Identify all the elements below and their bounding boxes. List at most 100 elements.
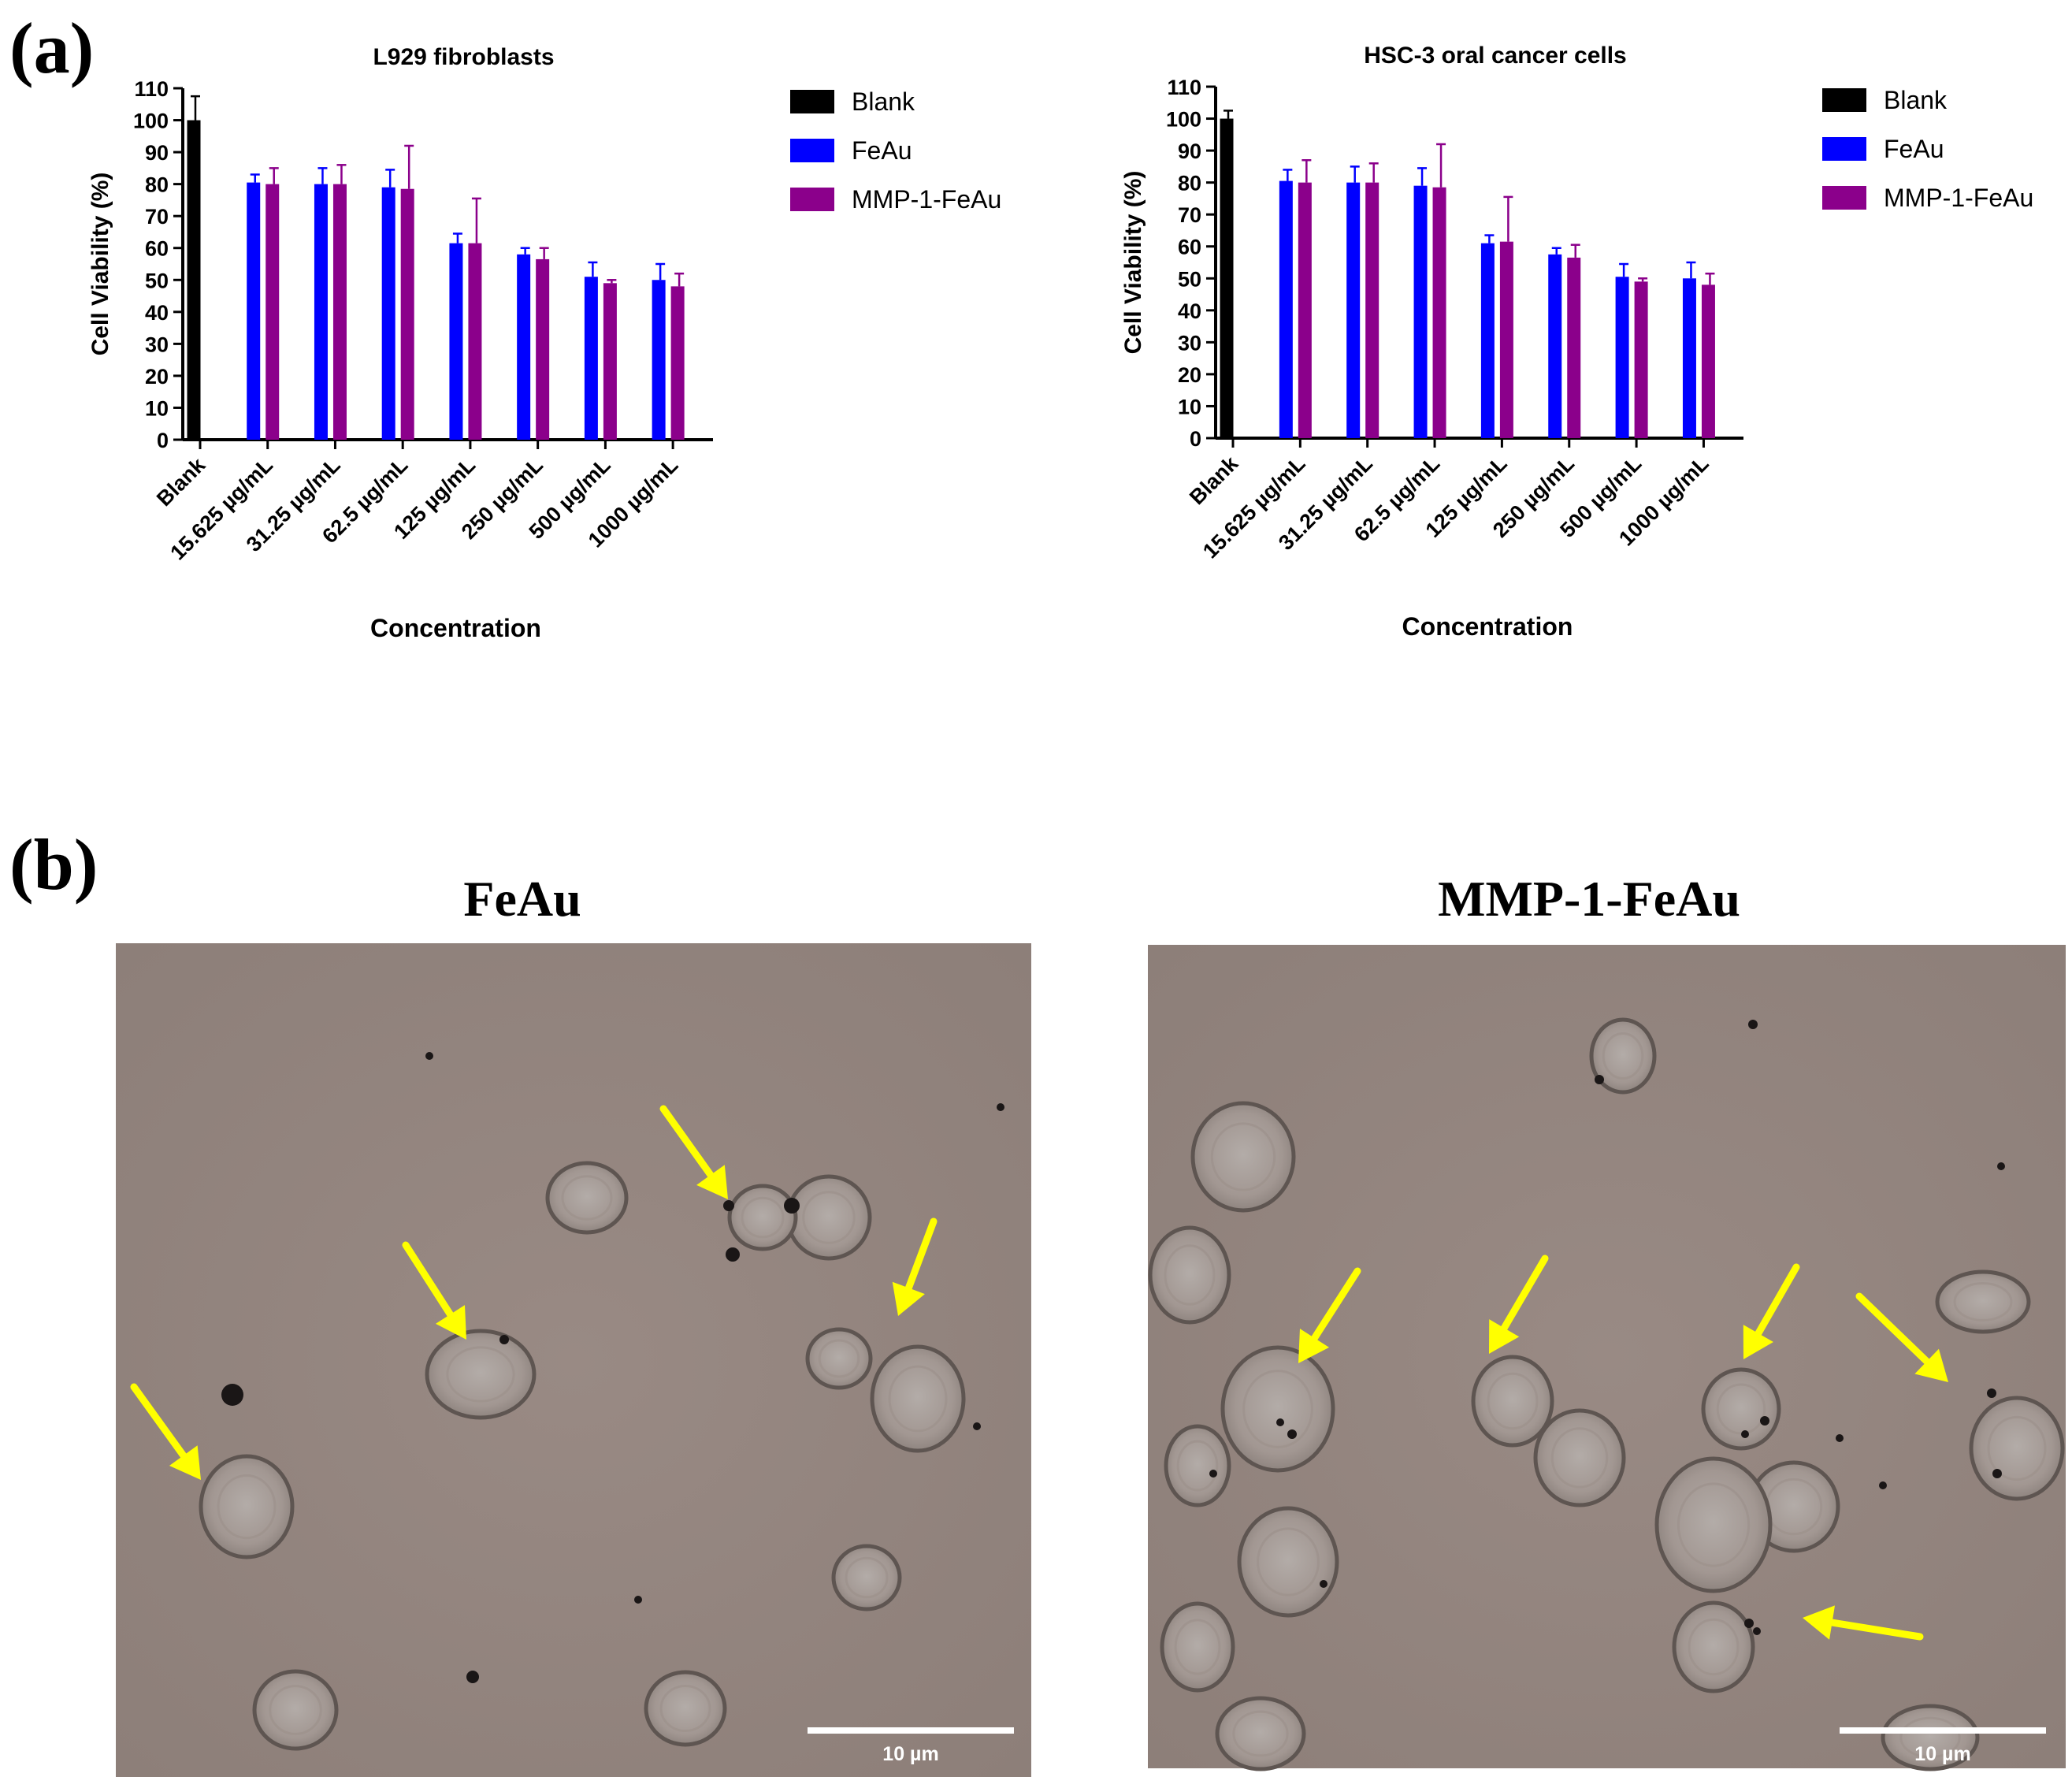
nanoparticle-cluster — [973, 1422, 981, 1430]
arrow-head — [696, 1165, 728, 1199]
y-tick-label: 40 — [145, 301, 169, 325]
legend-swatch — [1822, 186, 1866, 210]
cell-texture — [659, 1684, 711, 1733]
bar-mmp-1-feau — [670, 286, 685, 440]
cell — [1160, 1601, 1235, 1693]
arrow-shaft — [1829, 1619, 1924, 1641]
nanoparticle-cluster — [1753, 1627, 1761, 1635]
y-tick-label: 20 — [145, 365, 169, 388]
cell-texture — [1602, 1032, 1644, 1080]
bar-mmp-1-feau — [265, 184, 280, 440]
bar-mmp-1-feau — [1701, 284, 1715, 438]
arrow-shaft — [904, 1217, 938, 1292]
bar-mmp-1-feau — [1499, 241, 1513, 438]
arrow-head — [1914, 1348, 1948, 1382]
cell — [727, 1184, 798, 1251]
cell — [1190, 1101, 1296, 1213]
particles-layer — [1209, 1020, 2005, 1635]
legend-entry: Blank — [852, 87, 915, 116]
nanoparticle-cluster — [499, 1335, 509, 1344]
cell-texture — [1232, 1710, 1289, 1757]
nanoparticle-cluster — [1744, 1619, 1754, 1628]
bar-blank — [1220, 118, 1234, 438]
micrograph-background — [116, 943, 1031, 1777]
arrow-shaft — [1755, 1263, 1800, 1337]
cell — [1672, 1600, 1755, 1693]
legend-swatch — [1822, 137, 1866, 161]
y-tick-label: 40 — [1178, 299, 1201, 323]
bar-feau — [1279, 180, 1293, 439]
cell-texture — [1953, 1281, 2013, 1322]
y-tick-label: 60 — [1178, 236, 1201, 259]
cell — [252, 1669, 339, 1751]
chart-title: HSC-3 oral cancer cells — [1364, 43, 1627, 69]
arrow-shaft — [659, 1105, 715, 1179]
bar-mmp-1-feau — [603, 283, 617, 440]
nanoparticle-cluster — [1987, 1388, 1996, 1398]
cell-texture — [1210, 1122, 1276, 1191]
panel-label-b: (b) — [9, 824, 98, 905]
y-tick-label: 110 — [134, 77, 169, 101]
y-axis-label: Cell Viability (%) — [87, 173, 113, 356]
bar-mmp-1-feau — [1365, 182, 1379, 439]
cell-texture — [561, 1175, 613, 1221]
bar-mmp-1-feau — [468, 243, 482, 440]
legend-swatch — [790, 188, 834, 211]
cell — [1533, 1408, 1626, 1507]
y-tick-label: 60 — [145, 237, 169, 261]
yellow-arrow — [1743, 1263, 1800, 1359]
cell-texture — [217, 1474, 277, 1540]
y-tick-label: 70 — [1178, 203, 1201, 227]
bar-feau — [449, 243, 463, 440]
arrow-shaft — [130, 1383, 188, 1459]
nanoparticle-cluster — [1992, 1469, 2002, 1478]
y-tick-label: 50 — [145, 269, 169, 292]
bar-feau — [1346, 182, 1361, 439]
nanoparticle-cluster — [221, 1384, 243, 1406]
cell — [1215, 1696, 1306, 1771]
legend-entry: FeAu — [852, 136, 912, 165]
nanoparticle-cluster — [1836, 1434, 1844, 1442]
x-axis-label: Concentration — [1402, 612, 1573, 641]
scale-bar-label: 10 µm — [1914, 1743, 1970, 1765]
cell — [644, 1670, 727, 1747]
arrow-shaft — [1855, 1292, 1931, 1366]
cell-texture — [1174, 1619, 1221, 1675]
x-tick-label: Blank — [152, 452, 210, 511]
nanoparticle-cluster — [1741, 1430, 1749, 1438]
micrograph-feau: 10 µm — [116, 943, 1031, 1777]
cell — [1237, 1506, 1339, 1618]
cell-texture — [269, 1685, 322, 1735]
nanoparticle-cluster — [1276, 1418, 1284, 1426]
cell-texture — [1176, 1440, 1219, 1492]
micrograph-title-feau: FeAu — [463, 871, 581, 927]
x-tick-label: Blank — [1185, 451, 1243, 509]
bar-feau — [1548, 254, 1562, 438]
yellow-arrow — [1489, 1255, 1549, 1354]
cells-layer — [1148, 1017, 2065, 1771]
bar-mmp-1-feau — [536, 258, 550, 440]
cell — [545, 1161, 629, 1235]
micrograph-mmp1-feau: 10 µm — [1148, 945, 2066, 1771]
cell-texture — [1677, 1482, 1751, 1567]
chart-l929: L929 fibroblasts 0 10 20 30 40 50 60 70 80 90 100 11… — [87, 44, 1001, 642]
yellow-arrow — [1803, 1605, 1924, 1641]
cell — [870, 1344, 966, 1453]
y-tick-label: 20 — [1178, 363, 1201, 387]
nanoparticle-cluster — [1879, 1481, 1887, 1489]
cell — [1969, 1396, 2065, 1501]
yellow-arrow — [659, 1105, 728, 1199]
y-tick-label: 30 — [145, 333, 169, 356]
bar-feau — [652, 280, 666, 440]
nanoparticle-cluster — [1748, 1020, 1758, 1029]
y-axis-label: Cell Viability (%) — [1120, 171, 1146, 355]
bar-mmp-1-feau — [1298, 182, 1312, 439]
cell-texture — [446, 1346, 515, 1403]
nanoparticle-cluster — [784, 1198, 800, 1214]
bar-mmp-1-feau — [1567, 257, 1581, 438]
cell-texture — [741, 1196, 785, 1239]
arrow-head — [1489, 1319, 1520, 1354]
y-tick-label: 0 — [1190, 427, 1201, 451]
legend-entry: FeAu — [1884, 135, 1944, 163]
arrow-head — [892, 1281, 925, 1316]
